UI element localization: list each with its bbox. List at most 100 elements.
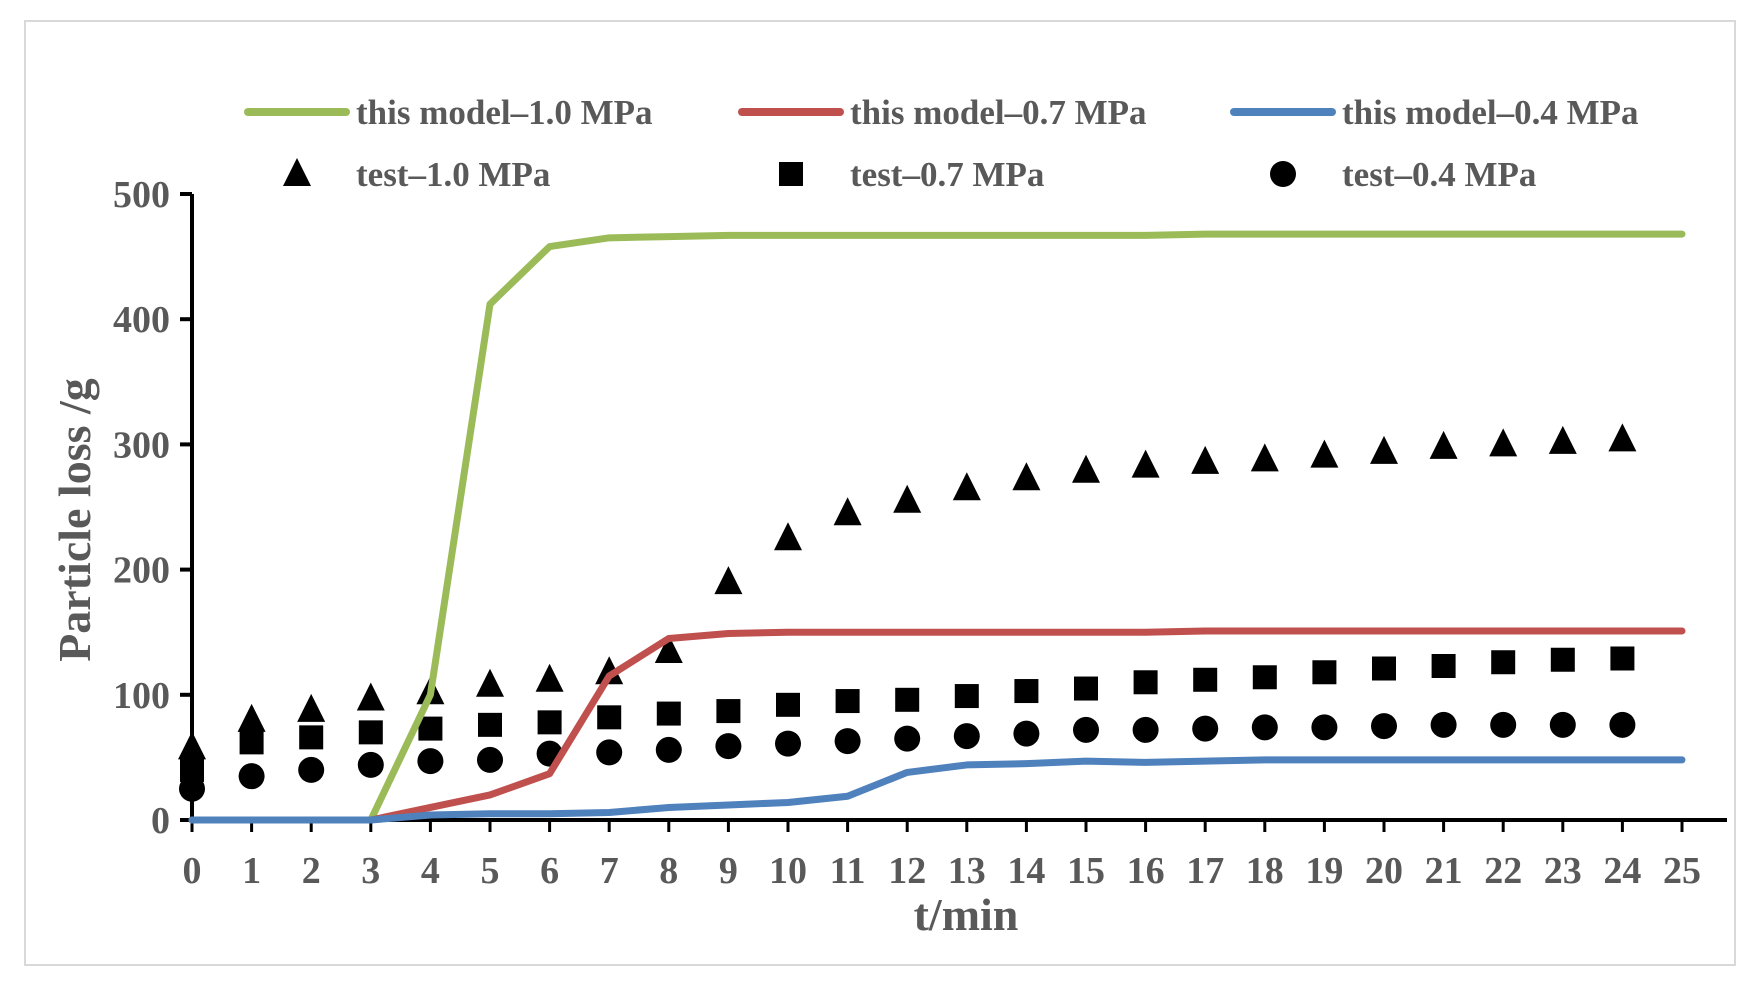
data-point — [237, 703, 266, 732]
data-point — [835, 689, 860, 714]
x-tick-label: 21 — [1425, 850, 1463, 892]
legend-item: this model–1.0 MPa — [244, 93, 653, 132]
data-point — [297, 693, 326, 722]
x-tick-label: 7 — [600, 850, 619, 892]
data-point — [894, 725, 921, 752]
y-tick-label: 100 — [113, 675, 170, 717]
data-point — [776, 692, 800, 717]
data-point — [716, 699, 741, 724]
x-tick-label: 0 — [183, 850, 202, 892]
legend-swatch — [283, 158, 311, 186]
x-tick-label: 24 — [1603, 850, 1641, 892]
data-point — [1132, 716, 1159, 743]
series-this-model-0-4-mpa — [188, 756, 1686, 824]
data-point — [535, 663, 564, 692]
y-axis-title: Particle loss /g — [49, 378, 100, 662]
data-point — [357, 751, 384, 778]
x-axis-title: t/min — [914, 889, 1019, 940]
series-this-model-0-7-mpa — [188, 627, 1686, 824]
data-point — [1252, 665, 1277, 690]
series-line — [188, 627, 1686, 824]
data-point — [895, 687, 920, 712]
data-point — [656, 701, 681, 726]
data-point — [655, 736, 682, 763]
data-point — [1251, 714, 1278, 741]
data-point — [775, 730, 801, 757]
legend-label: test–1.0 MPa — [356, 155, 550, 194]
x-tick-label: 19 — [1305, 850, 1343, 892]
x-tick-label: 15 — [1067, 850, 1105, 892]
x-tick-label: 2 — [302, 850, 321, 892]
chart-frame — [24, 20, 1736, 966]
data-point — [356, 682, 385, 711]
data-point — [1133, 670, 1158, 695]
legend-item: test–0.7 MPa — [779, 155, 1044, 194]
data-point — [596, 739, 623, 766]
data-point — [1429, 430, 1458, 459]
legend-label: this model–0.7 MPa — [850, 93, 1147, 132]
y-tick-label: 400 — [113, 299, 170, 341]
x-tick-label: 14 — [1007, 850, 1045, 892]
series-line — [188, 756, 1686, 824]
legend-label: test–0.7 MPa — [850, 155, 1044, 194]
data-point — [1549, 711, 1576, 738]
x-tick-label: 13 — [948, 850, 986, 892]
data-point — [238, 763, 265, 790]
data-point — [1371, 713, 1397, 740]
data-point — [178, 731, 206, 760]
x-tick-label: 22 — [1484, 850, 1522, 892]
data-point — [478, 712, 502, 737]
data-point — [1370, 435, 1398, 464]
data-point — [476, 668, 504, 697]
data-point — [715, 733, 742, 760]
data-point — [358, 720, 383, 745]
x-tick-label: 12 — [888, 850, 926, 892]
data-point — [1610, 646, 1635, 671]
data-point — [1489, 428, 1518, 457]
y-tick-label: 300 — [113, 424, 170, 466]
data-point — [1312, 660, 1337, 685]
x-tick-label: 4 — [421, 850, 440, 892]
data-point — [1550, 647, 1575, 672]
y-tick-label: 0 — [151, 800, 170, 842]
x-tick-label: 11 — [830, 850, 866, 892]
data-point — [1193, 667, 1218, 692]
x-tick-label: 1 — [242, 850, 261, 892]
data-point — [1074, 676, 1098, 701]
data-point — [1311, 714, 1338, 741]
legend-item: this model–0.4 MPa — [1230, 93, 1639, 132]
data-point — [1609, 711, 1636, 738]
data-point — [597, 705, 622, 730]
data-point — [1430, 711, 1457, 738]
x-tick-label: 9 — [719, 850, 738, 892]
data-point — [417, 748, 444, 775]
legend-swatch — [1270, 161, 1296, 187]
plot-area — [178, 230, 1686, 824]
legend-label: this model–0.4 MPa — [1342, 93, 1639, 132]
data-point — [1431, 654, 1456, 679]
data-point — [1491, 650, 1516, 675]
data-point — [1192, 715, 1219, 742]
data-point — [834, 728, 861, 755]
series-this-model-1-0-mpa — [188, 230, 1686, 824]
data-point — [537, 710, 562, 735]
data-point — [1608, 423, 1637, 452]
y-tick-label: 200 — [113, 550, 170, 592]
x-tick-label: 3 — [361, 850, 380, 892]
data-point — [654, 634, 683, 663]
data-point — [1548, 425, 1577, 454]
legend-item: test–1.0 MPa — [283, 155, 550, 194]
data-point — [299, 725, 324, 750]
data-point — [1131, 449, 1160, 478]
legend-swatch — [779, 162, 803, 186]
data-point — [1310, 439, 1339, 468]
series-test-1-0-mpa — [178, 423, 1637, 760]
y-tick-label: 500 — [113, 174, 170, 216]
x-ticks: 0 1 2 3 4 5 6 7 8 9 10 11 12 13 14 15 16 17 18 19 20 21 22 23 24… — [183, 820, 1701, 892]
data-point — [952, 472, 981, 501]
data-point — [179, 775, 205, 802]
data-point — [833, 497, 862, 526]
data-point — [477, 746, 503, 773]
data-point — [1014, 679, 1039, 704]
